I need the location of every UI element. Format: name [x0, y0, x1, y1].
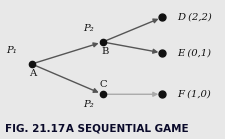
- Text: FIG. 21.17: FIG. 21.17: [5, 124, 65, 134]
- Text: C: C: [100, 80, 108, 89]
- Text: E (0,1): E (0,1): [177, 49, 211, 58]
- Text: F (1,0): F (1,0): [177, 90, 211, 99]
- Text: B: B: [102, 47, 109, 56]
- Text: A: A: [29, 69, 36, 78]
- Text: A SEQUENTIAL GAME: A SEQUENTIAL GAME: [55, 124, 189, 134]
- Text: P₂: P₂: [83, 100, 94, 109]
- Text: P₂: P₂: [83, 24, 94, 33]
- Text: D (2,2): D (2,2): [177, 13, 212, 22]
- Text: P₁: P₁: [6, 46, 17, 55]
